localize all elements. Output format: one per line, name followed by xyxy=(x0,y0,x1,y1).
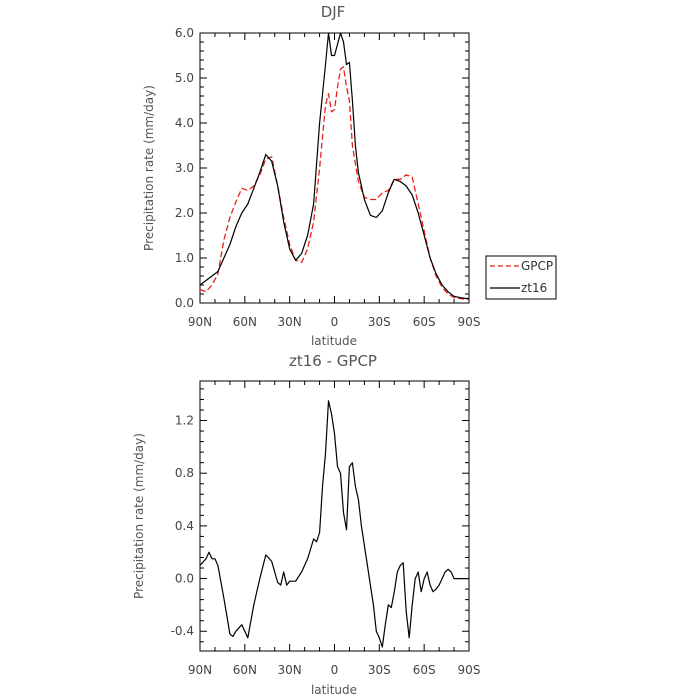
bottom-series-group xyxy=(199,400,469,648)
bottom-y-tick-label: -0.4 xyxy=(171,624,194,638)
bottom-y-axis: -0.4 0.0 0.4 0.8 1.2 xyxy=(171,388,469,643)
bottom-y-tick-label: 0.8 xyxy=(175,466,194,480)
bottom-x-axis-label: latitude xyxy=(311,683,357,697)
top-x-tick-label: 30S xyxy=(368,315,391,329)
bottom-chart-title: zt16 - GPCP xyxy=(289,352,377,370)
bottom-y-tick-label: 1.2 xyxy=(175,414,194,428)
top-series-group xyxy=(199,32,469,301)
top-y-tick-label: 4.0 xyxy=(175,116,194,130)
top-series-line-gpcp xyxy=(199,66,469,301)
bottom-x-tick-label: 0 xyxy=(331,663,339,677)
top-y-tick-label: 2.0 xyxy=(175,206,194,220)
bottom-x-tick-label: 90N xyxy=(188,663,212,677)
top-y-tick-label: 3.0 xyxy=(175,161,194,175)
top-x-tick-label: 60S xyxy=(413,315,436,329)
top-series-line-zt16 xyxy=(199,32,469,300)
top-x-tick-label: 90S xyxy=(458,315,481,329)
bottom-x-tick-label: 60S xyxy=(413,663,436,677)
legend-box xyxy=(485,255,557,300)
top-y-tick-label: 1.0 xyxy=(175,251,194,265)
top-panel: DJF 90N 60N 30N 0 30S 60S 90S 0.0 1.0 2.0 3.0 4.0 5… xyxy=(142,3,557,348)
bottom-series-line-diff xyxy=(199,400,469,648)
legend-label-zt16: zt16 xyxy=(521,281,547,295)
top-x-tick-label: 30N xyxy=(278,315,302,329)
bottom-x-tick-label: 30N xyxy=(278,663,302,677)
bottom-x-tick-label: 60N xyxy=(233,663,257,677)
bottom-y-axis-label: Precipitation rate (mm/day) xyxy=(132,433,146,599)
top-x-axis-label: latitude xyxy=(311,334,357,348)
top-y-tick-label: 0.0 xyxy=(175,296,194,310)
bottom-x-tick-label: 30S xyxy=(368,663,391,677)
top-x-tick-label: 60N xyxy=(233,315,257,329)
top-y-tick-label: 5.0 xyxy=(175,71,194,85)
top-y-axis: 0.0 1.0 2.0 3.0 4.0 5.0 6.0 xyxy=(175,26,469,310)
top-x-axis: 90N 60N 30N 0 30S 60S 90S xyxy=(188,33,481,329)
top-x-tick-label: 90N xyxy=(188,315,212,329)
bottom-y-tick-label: 0.0 xyxy=(175,572,194,586)
legend-label-gpcp: GPCP xyxy=(521,259,553,273)
top-y-tick-label: 6.0 xyxy=(175,26,194,40)
bottom-y-tick-label: 0.4 xyxy=(175,519,194,533)
top-y-axis-label: Precipitation rate (mm/day) xyxy=(142,85,156,251)
legend: GPCP zt16 xyxy=(485,255,557,300)
bottom-panel: zt16 - GPCP 90N 60N 30N 0 30S 60S 90S -0.4 0.0 0… xyxy=(132,352,480,697)
bottom-x-tick-label: 90S xyxy=(458,663,481,677)
top-x-tick-label: 0 xyxy=(331,315,339,329)
top-chart-title: DJF xyxy=(321,3,346,21)
bottom-plot-frame xyxy=(199,380,470,652)
top-plot-frame xyxy=(199,32,470,304)
bottom-x-axis: 90N 60N 30N 0 30S 60S 90S xyxy=(188,381,481,677)
